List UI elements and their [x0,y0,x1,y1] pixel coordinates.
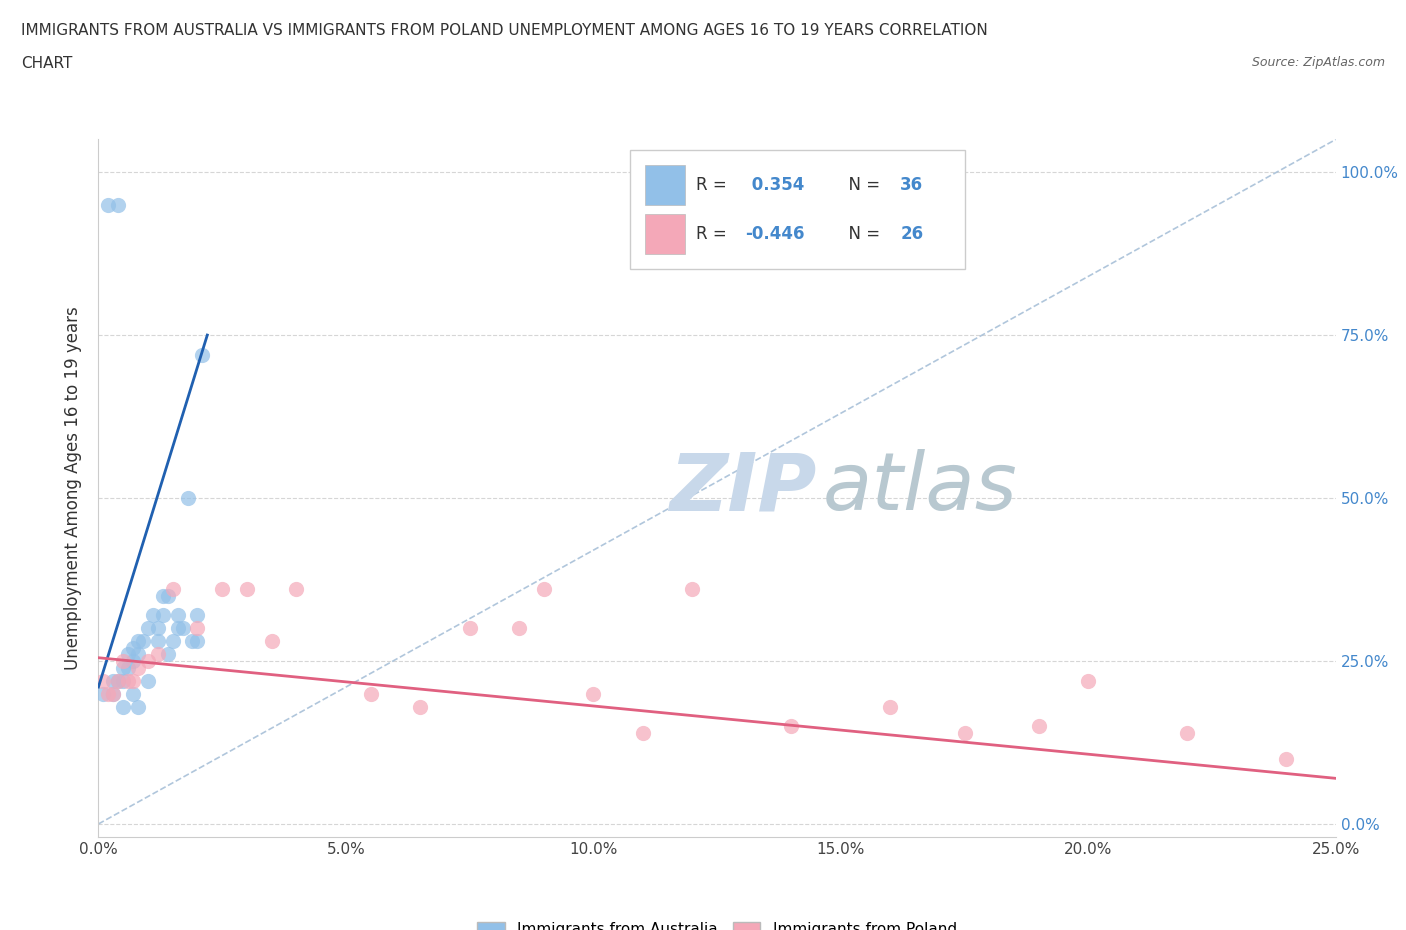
Point [211,582,233,597]
Text: N =: N = [838,176,886,193]
Point [186,621,208,636]
FancyBboxPatch shape [630,150,965,269]
Point [142,608,165,623]
Point [132,634,155,649]
Point [117,673,139,688]
Point [152,608,174,623]
Point [97,686,120,701]
Point [780,719,803,734]
Point [285,582,308,597]
Text: N =: N = [838,225,886,243]
Point [162,582,184,597]
Point [260,634,283,649]
Point [236,582,259,597]
Point [107,673,129,688]
Point [117,647,139,662]
Point [136,621,159,636]
Point [360,686,382,701]
Point [127,634,149,649]
Point [1175,725,1198,740]
Point [122,686,145,701]
Point [136,673,159,688]
Point [1077,673,1099,688]
Text: 36: 36 [900,176,924,193]
Point [97,197,120,212]
Point [107,197,129,212]
Point [879,699,901,714]
Point [181,634,204,649]
Point [409,699,432,714]
Point [156,647,179,662]
Point [162,634,184,649]
Point [103,673,125,688]
Point [186,634,208,649]
Text: atlas: atlas [823,449,1017,527]
Point [112,699,135,714]
Point [112,654,135,669]
Point [176,491,198,506]
Point [166,621,188,636]
Point [103,686,125,701]
Point [533,582,555,597]
Legend: Immigrants from Australia, Immigrants from Poland: Immigrants from Australia, Immigrants fr… [470,914,965,930]
Point [1275,751,1298,766]
Point [186,608,208,623]
Text: ZIP: ZIP [669,449,815,527]
Point [152,589,174,604]
Text: 26: 26 [900,225,924,243]
Point [117,660,139,675]
Point [112,660,135,675]
Point [166,608,188,623]
Point [156,589,179,604]
Point [146,647,169,662]
Text: -0.446: -0.446 [745,225,806,243]
Text: 0.354: 0.354 [745,176,804,193]
Text: IMMIGRANTS FROM AUSTRALIA VS IMMIGRANTS FROM POLAND UNEMPLOYMENT AMONG AGES 16 T: IMMIGRANTS FROM AUSTRALIA VS IMMIGRANTS … [21,23,988,38]
Point [93,686,115,701]
Point [122,673,145,688]
Point [127,660,149,675]
FancyBboxPatch shape [645,165,685,205]
Point [172,621,194,636]
Point [136,654,159,669]
Point [1028,719,1050,734]
Point [191,347,214,362]
FancyBboxPatch shape [645,214,685,254]
Point [107,673,129,688]
Point [122,654,145,669]
Point [122,641,145,656]
Point [631,725,654,740]
Y-axis label: Unemployment Among Ages 16 to 19 years: Unemployment Among Ages 16 to 19 years [65,306,83,671]
Point [127,699,149,714]
Point [146,621,169,636]
Point [458,621,481,636]
Point [127,647,149,662]
Point [953,725,976,740]
Point [582,686,605,701]
Point [508,621,530,636]
Point [103,686,125,701]
Point [146,634,169,649]
Point [681,582,703,597]
Text: R =: R = [696,176,733,193]
Text: R =: R = [696,225,733,243]
Point [112,673,135,688]
Text: CHART: CHART [21,56,73,71]
Point [93,673,115,688]
Text: Source: ZipAtlas.com: Source: ZipAtlas.com [1251,56,1385,69]
